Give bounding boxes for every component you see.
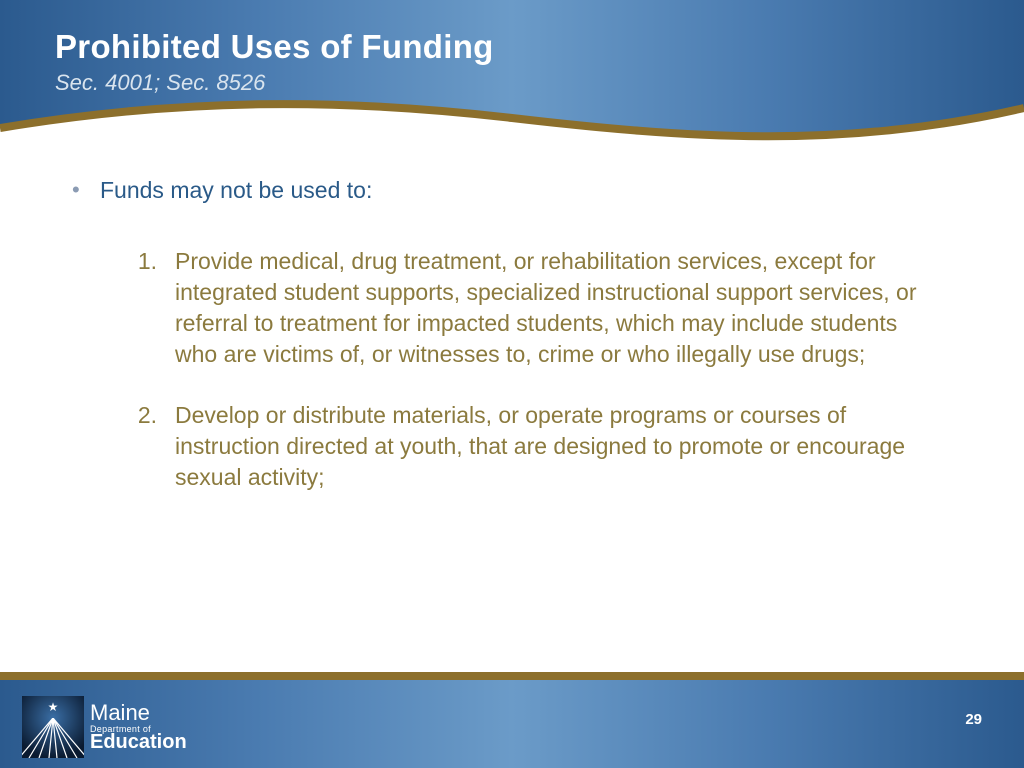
logo-star-icon: ★	[48, 700, 59, 714]
item-text: Provide medical, drug treatment, or reha…	[175, 246, 954, 370]
lead-bullet: • Funds may not be used to:	[70, 175, 954, 206]
slide-subtitle: Sec. 4001; Sec. 8526	[55, 70, 265, 96]
page-number: 29	[965, 711, 982, 728]
bullet-dot-icon: •	[70, 175, 100, 205]
numbered-item: 2. Develop or distribute materials, or o…	[135, 400, 954, 493]
lead-bullet-text: Funds may not be used to:	[100, 175, 954, 206]
slide-title: Prohibited Uses of Funding	[55, 28, 494, 66]
item-number: 2.	[135, 400, 175, 431]
numbered-item: 1. Provide medical, drug treatment, or r…	[135, 246, 954, 370]
logo-text-state: Maine	[90, 702, 187, 724]
slide-content: • Funds may not be used to: 1. Provide m…	[70, 175, 954, 523]
item-number: 1.	[135, 246, 175, 277]
logo-text-education: Education	[90, 732, 187, 752]
logo-rays-icon	[22, 718, 84, 758]
item-text: Develop or distribute materials, or oper…	[175, 400, 954, 493]
footer-divider	[0, 672, 1024, 680]
logo-mark: ★	[22, 696, 84, 758]
maine-doe-logo: ★ Maine Department of Education	[22, 696, 187, 758]
